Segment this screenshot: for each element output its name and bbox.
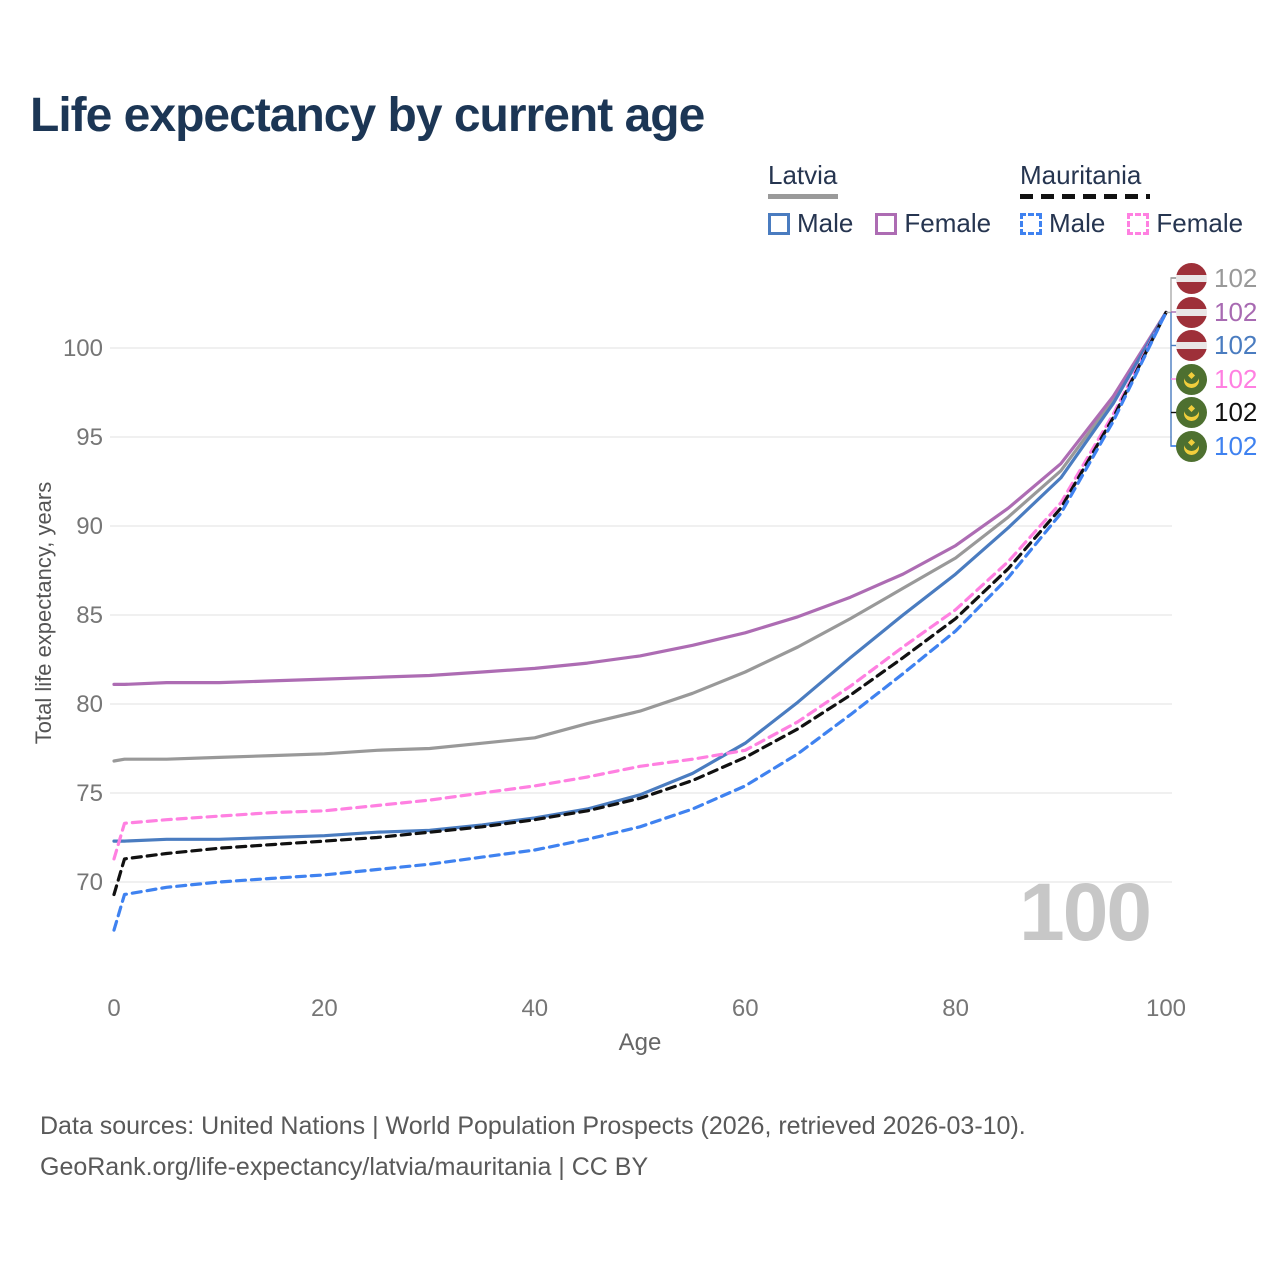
- legend-item-mauritania-female[interactable]: Female: [1127, 208, 1243, 239]
- legend-underline-latvia: [768, 194, 838, 199]
- x-tick-label: 100: [1146, 995, 1186, 1022]
- y-tick-label: 85: [76, 602, 103, 629]
- x-tick-label: 0: [107, 995, 120, 1022]
- legend-label: Male: [1049, 208, 1106, 238]
- legend-country-latvia: Latvia: [768, 160, 838, 190]
- mauritania-male-swatch-icon: [1020, 212, 1042, 235]
- footer-attribution: GeoRank.org/life-expectancy/latvia/mauri…: [40, 1153, 649, 1181]
- series-line-mauritania-all-: [112, 310, 1168, 897]
- latvia-flag-icon: [1176, 262, 1207, 294]
- y-tick-label: 95: [76, 424, 103, 451]
- page-title: Life expectancy by current age: [30, 89, 705, 142]
- latvia-flag-icon: [1176, 330, 1207, 361]
- legend-item-mauritania-male[interactable]: Male: [1020, 208, 1105, 239]
- series-line-mauritania-female: [112, 310, 1168, 861]
- legend-group-mauritania: Mauritania Male Female: [1020, 160, 1243, 239]
- mauritania-flag-icon: [1176, 397, 1207, 428]
- legend-country-mauritania: Mauritania: [1020, 160, 1142, 190]
- y-tick-label: 80: [76, 691, 103, 718]
- y-tick-label: 70: [76, 869, 103, 896]
- series-line-latvia-male: [112, 310, 1168, 843]
- mauritania-flag-icon: [1176, 363, 1207, 395]
- x-tick-label: 40: [521, 995, 548, 1022]
- mauritania-female-swatch-icon: [1127, 212, 1150, 235]
- end-value-label: 102: [1214, 430, 1258, 461]
- legend-underline-mauritania: [1020, 194, 1150, 199]
- x-tick-label: 20: [311, 995, 338, 1022]
- end-value-label: 102: [1214, 363, 1258, 394]
- end-label-row: 102: [1176, 397, 1257, 429]
- latvia-female-swatch-icon: [875, 212, 898, 235]
- end-label-row: 102: [1176, 363, 1257, 395]
- end-value-label: 102: [1214, 296, 1258, 327]
- footer: Data sources: United Nations | World Pop…: [40, 1106, 1026, 1188]
- age-counter-watermark: 100: [1019, 867, 1152, 958]
- x-tick-label: 60: [732, 995, 759, 1022]
- latvia-flag-icon: [1176, 296, 1207, 328]
- end-value-label: 102: [1214, 397, 1258, 427]
- end-value-label: 102: [1214, 262, 1258, 293]
- series-line-mauritania-male: [112, 310, 1168, 932]
- x-tick-label: 80: [942, 995, 969, 1022]
- legend-item-latvia-male[interactable]: Male: [768, 208, 853, 239]
- legend-label: Female: [1156, 208, 1244, 238]
- y-tick-label: 75: [76, 780, 103, 807]
- end-label-row: 102: [1176, 430, 1257, 462]
- latvia-male-swatch-icon: [768, 212, 790, 235]
- legend-label: Male: [797, 208, 854, 238]
- mauritania-flag-icon: [1176, 430, 1207, 462]
- x-axis-title: Age: [619, 1029, 662, 1056]
- y-axis-title: Total life expectancy, years: [31, 481, 56, 745]
- end-label-row: 102: [1176, 262, 1257, 294]
- end-label-row: 102: [1176, 296, 1257, 328]
- legend-item-latvia-female[interactable]: Female: [875, 208, 991, 239]
- series-line-latvia-all-: [112, 310, 1168, 763]
- y-tick-label: 90: [76, 513, 103, 540]
- legend-label: Female: [904, 208, 992, 238]
- y-tick-label: 100: [63, 335, 103, 362]
- footer-sources: Data sources: United Nations | World Pop…: [40, 1112, 1026, 1140]
- legend-group-latvia: Latvia Male Female: [768, 160, 991, 239]
- end-value-label: 102: [1214, 330, 1258, 360]
- series-line-latvia-female: [112, 310, 1168, 687]
- end-label-row: 102: [1176, 330, 1257, 362]
